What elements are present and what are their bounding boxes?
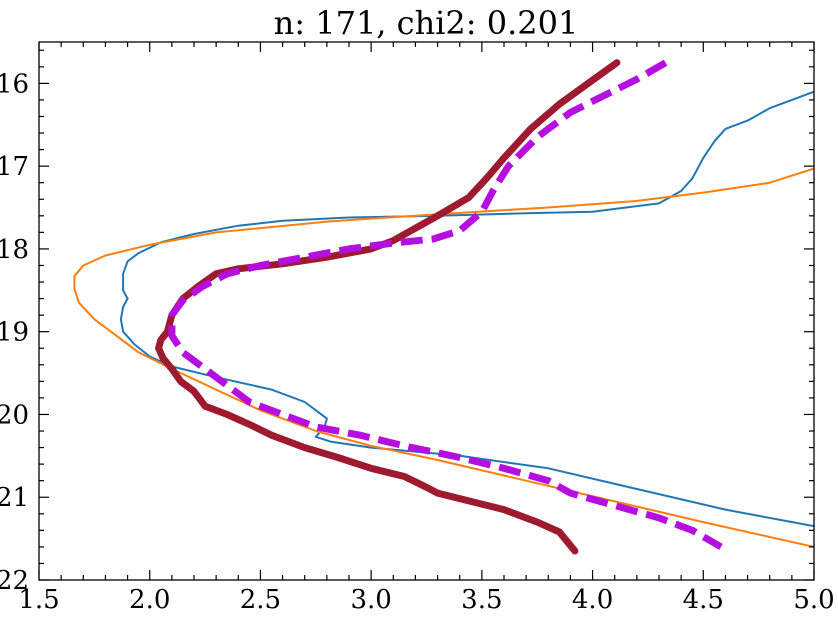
x-tick-label: 4.0: [572, 585, 613, 615]
series-line-1: [119, 90, 814, 528]
series-line-3: [155, 59, 621, 555]
y-tick-label: 18: [0, 235, 29, 265]
y-tick-label: 20: [0, 400, 29, 430]
y-tick-label: 21: [0, 483, 29, 513]
x-tick-label: 3.5: [461, 585, 502, 615]
chart-title: n: 171, chi2: 0.201: [274, 4, 579, 42]
x-tick-label: 5.0: [793, 585, 834, 615]
plot-area: [73, 59, 814, 555]
y-tick-label: 22: [0, 566, 29, 596]
series-line-4: [168, 59, 723, 550]
x-tick-label: 2.0: [129, 585, 170, 615]
series-line-2: [73, 167, 814, 548]
x-tick-label: 1.5: [18, 585, 59, 615]
y-tick-label: 16: [0, 69, 29, 99]
x-tick-label: 3.0: [350, 585, 391, 615]
y-tick-label: 17: [0, 152, 29, 182]
plot-frame: [38, 41, 815, 581]
axes: 1.5 2.0 2.5 3.0 3.5 4.0 4.5 5.0 16 17 18 19 20 21 22: [0, 41, 835, 615]
x-tick-label: 4.5: [683, 585, 724, 615]
y-tick-label: 19: [0, 318, 29, 348]
x-tick-label: 2.5: [240, 585, 281, 615]
